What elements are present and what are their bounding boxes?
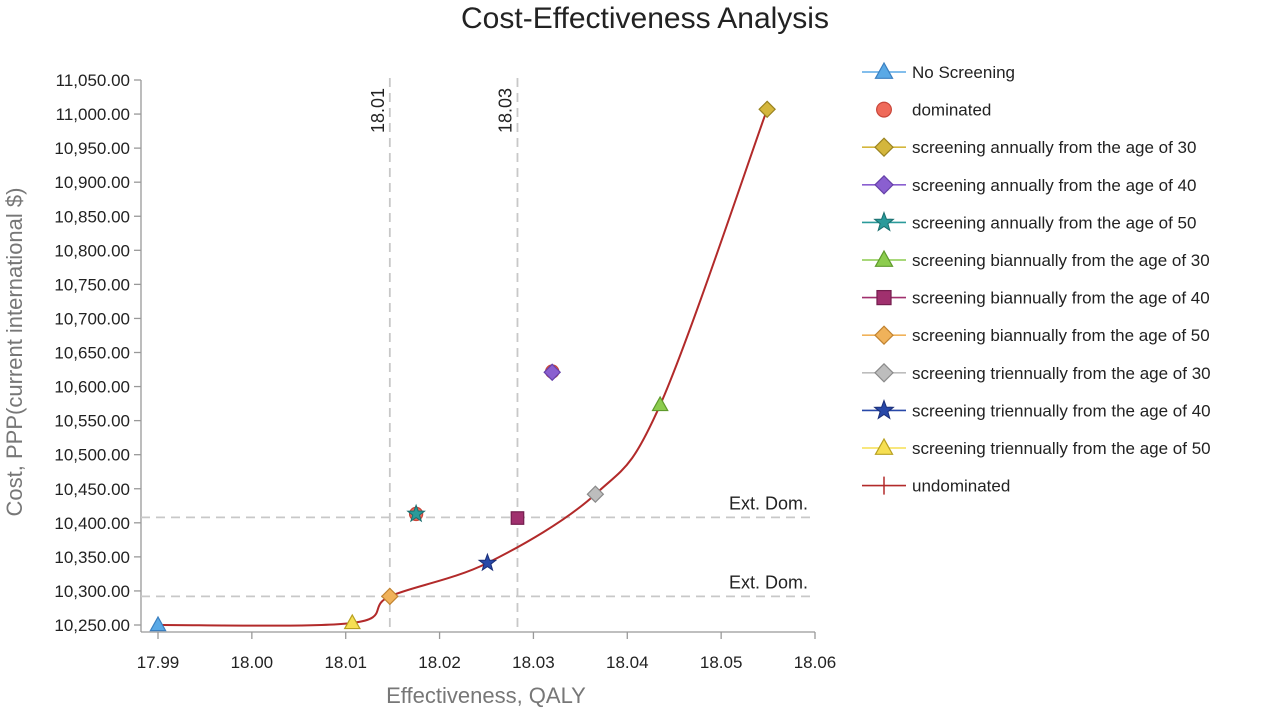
legend-swatch-marker	[874, 249, 894, 267]
y-tick-label: 10,250.00	[54, 616, 130, 635]
legend-swatch-marker	[873, 399, 895, 420]
data-point	[510, 511, 525, 525]
legend-label: dominated	[912, 101, 991, 120]
chart-title: Cost-Effectiveness Analysis	[461, 2, 829, 35]
y-tick-label: 10,700.00	[54, 309, 130, 328]
legend-swatch-marker	[873, 211, 895, 232]
y-tick-label: 10,600.00	[54, 378, 130, 397]
y-tick-label: 10,650.00	[54, 344, 130, 363]
x-tick-label: 18.02	[418, 653, 461, 672]
data-point	[477, 552, 498, 572]
legend-label: screening biannually from the age of 50	[912, 326, 1210, 345]
x-axis-title: Effectiveness, QALY	[386, 683, 586, 708]
y-tick-label: 10,500.00	[54, 446, 130, 465]
y-tick-label: 10,800.00	[54, 241, 130, 260]
y-tick-label: 10,850.00	[54, 207, 130, 226]
x-tick-label: 18.05	[700, 653, 743, 672]
y-axis-title: Cost, PPP(current international $)	[2, 188, 27, 517]
y-tick-label: 10,400.00	[54, 514, 130, 533]
legend-label: screening triennually from the age of 40	[912, 401, 1211, 420]
y-tick-label: 10,450.00	[54, 480, 130, 499]
legend-swatch-marker	[874, 174, 894, 195]
y-tick-label: 10,750.00	[54, 275, 130, 294]
horizontal-reference-label: Ext. Dom.	[729, 572, 808, 592]
y-tick-label: 10,350.00	[54, 548, 130, 567]
plot-area: 17.99 18.00 18.01 18.02 18.03 18.04 18.05 18.06…	[54, 71, 836, 672]
legend-label: screening annually from the age of 40	[912, 176, 1196, 195]
legend-swatch-marker	[874, 437, 894, 455]
x-tick-label: 18.01	[324, 653, 367, 672]
legend-swatch-marker	[874, 61, 894, 79]
y-tick-label: 10,300.00	[54, 582, 130, 601]
data-point	[343, 613, 361, 630]
legend-swatch-marker	[876, 101, 892, 118]
y-tick-label: 11,000.00	[56, 105, 130, 124]
data-point	[406, 503, 426, 523]
data-point	[651, 395, 669, 412]
y-tick-label: 10,950.00	[54, 139, 130, 158]
data-point	[380, 587, 399, 606]
x-tick-label: 18.00	[231, 653, 274, 672]
legend-label: screening annually from the age of 50	[912, 213, 1196, 232]
legend-label: screening biannually from the age of 40	[912, 289, 1210, 308]
legend-swatch-marker	[874, 325, 894, 346]
y-tick-label: 10,550.00	[54, 412, 130, 431]
legend-label: screening biannually from the age of 30	[912, 251, 1210, 270]
data-point	[758, 100, 776, 119]
legend-swatch-marker	[874, 362, 894, 383]
y-tick-label: 10,900.00	[54, 173, 130, 192]
vertical-reference-label: 18.01	[368, 88, 388, 133]
legend-label: screening triennually from the age of 50	[912, 439, 1211, 458]
x-tick-label: 18.03	[512, 653, 555, 672]
data-point	[543, 363, 562, 382]
legend-label: screening annually from the age of 30	[912, 138, 1196, 157]
x-tick-label: 17.99	[137, 653, 180, 672]
x-tick-label: 18.06	[794, 653, 837, 672]
legend-label: No Screening	[912, 63, 1015, 82]
undominated-frontier-line	[157, 108, 769, 627]
data-point	[149, 615, 167, 632]
legend-swatch-marker	[876, 289, 892, 306]
vertical-reference-label: 18.03	[495, 88, 515, 133]
legend-label: screening triennually from the age of 30	[912, 364, 1211, 383]
x-tick-label: 18.04	[606, 653, 649, 672]
legend-label: undominated	[912, 477, 1010, 496]
legend: No Screening dominated screening annually …	[862, 61, 1211, 496]
y-tick-label: 11,050.00	[56, 71, 130, 90]
legend-swatch-marker	[874, 137, 894, 158]
data-point	[586, 485, 605, 504]
horizontal-reference-label: Ext. Dom.	[729, 493, 808, 513]
